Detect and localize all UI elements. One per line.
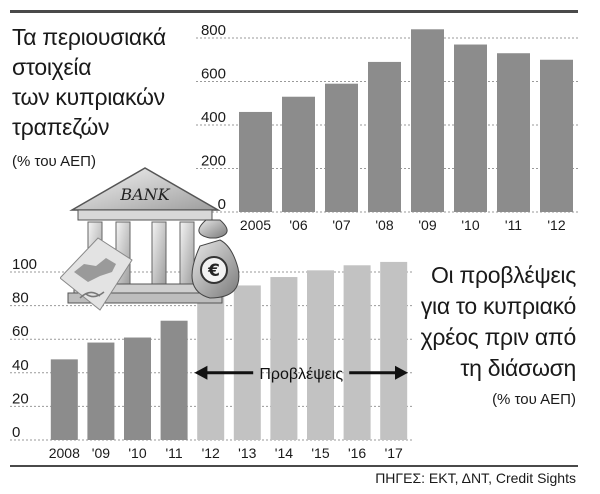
bar (497, 53, 530, 212)
source-note: ΠΗΓΕΣ: ΕΚΤ, ΔΝΤ, Credit Sights (375, 470, 576, 486)
title1-line: των κυπριακών (12, 84, 165, 110)
chart2-title: Οι προβλέψεις για το κυπριακό χρέος πριν… (356, 260, 577, 384)
x-tick-label: '10 (128, 445, 146, 461)
x-tick-label: '13 (238, 445, 256, 461)
bar (87, 342, 115, 440)
bar (239, 111, 272, 212)
bar (307, 270, 334, 440)
y-tick-label: 400 (201, 109, 226, 126)
y-tick-label: 20 (12, 390, 29, 407)
x-tick-label: '06 (289, 217, 307, 233)
svg-text:€: € (207, 261, 220, 281)
bar (282, 96, 315, 212)
euro-money-bag-icon: € (191, 219, 240, 299)
bottom-rule (10, 465, 578, 467)
title2-line: Οι προβλέψεις (430, 262, 576, 288)
arrow-right-icon (395, 365, 408, 380)
title1-line: τραπεζών (12, 114, 110, 140)
x-tick-label: '17 (385, 445, 403, 461)
x-tick-label: '11 (165, 445, 182, 461)
y-tick-label: 200 (201, 153, 226, 170)
y-tick-label: 100 (12, 256, 37, 273)
bank-illustration: BANK € (60, 167, 240, 311)
chart1-title: Τα περιουσιακά στοιχεία των κυπριακών τρ… (12, 22, 202, 142)
x-tick-label: '16 (348, 445, 366, 461)
title2-line: χρέος πριν από (420, 324, 577, 350)
x-tick-label: '09 (92, 445, 110, 461)
bar (540, 59, 573, 212)
x-tick-label: '10 (461, 217, 479, 233)
bar (50, 359, 78, 440)
bar (368, 61, 401, 212)
bar (233, 285, 261, 440)
x-tick-label: '08 (375, 217, 393, 233)
bar (197, 295, 225, 440)
x-tick-label: '11 (505, 217, 522, 233)
x-tick-label: 2008 (49, 445, 80, 461)
x-tick-label: '07 (332, 217, 350, 233)
cyprus-map-icon (60, 237, 133, 311)
y-tick-label: 60 (12, 323, 29, 340)
bar (270, 277, 298, 440)
title2-line: για το κυπριακό (420, 293, 576, 319)
title2-line: τη διάσωση (460, 355, 576, 381)
y-tick-label: 800 (201, 22, 226, 39)
chart1-unit: (% του ΑΕΠ) (12, 153, 96, 170)
bar (343, 265, 371, 440)
y-tick-label: 40 (12, 357, 29, 374)
y-tick-label: 80 (12, 290, 29, 307)
bar (454, 44, 487, 213)
x-tick-label: '09 (418, 217, 436, 233)
y-tick-label: 0 (12, 424, 20, 441)
top-rule (10, 10, 578, 13)
bar (124, 337, 151, 440)
x-tick-label: '12 (547, 217, 565, 233)
bar (325, 83, 358, 212)
y-tick-label: 600 (201, 66, 226, 83)
arrow-left-icon (194, 365, 208, 380)
bank-sign: BANK (119, 185, 170, 204)
bar (411, 29, 444, 212)
bar (160, 320, 188, 440)
x-tick-label: '12 (202, 445, 220, 461)
y-tick-label: 0 (218, 196, 226, 213)
x-tick-label: '14 (275, 445, 293, 461)
chart2-unit: (% του ΑΕΠ) (492, 391, 576, 408)
forecast-arrow: Προβλέψεις (194, 365, 408, 383)
bar (380, 261, 408, 440)
title1-line: Τα περιουσιακά (12, 24, 166, 50)
forecast-label: Προβλέψεις (259, 366, 343, 383)
title1-line: στοιχεία (12, 54, 92, 80)
x-tick-label: '15 (311, 445, 329, 461)
x-tick-label: 2005 (240, 217, 271, 233)
